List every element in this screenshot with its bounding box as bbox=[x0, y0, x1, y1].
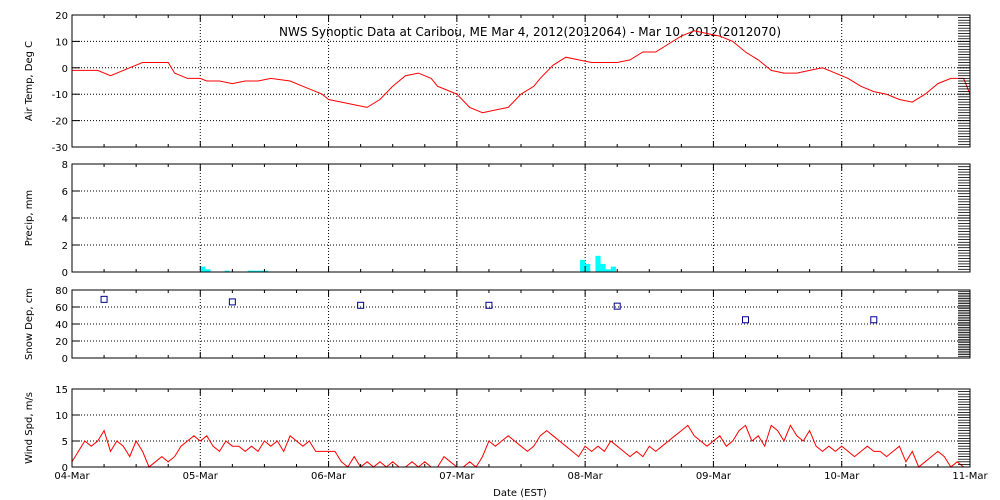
precip-ytick-label: 0 bbox=[62, 268, 68, 279]
air_temp-y-axis-label: Air Temp, Deg C bbox=[24, 41, 35, 121]
x-tick-label: 07-Mar bbox=[439, 471, 475, 482]
air_temp-ytick-label: 20 bbox=[55, 11, 68, 22]
precip-bar bbox=[580, 259, 586, 272]
air_temp-ytick-label: -30 bbox=[52, 143, 68, 154]
precip-bar bbox=[600, 263, 606, 272]
x-tick-label: 04-Mar bbox=[54, 471, 90, 482]
air_temp-series-line bbox=[72, 30, 971, 114]
wind_speed-y-axis-label: Wind Spd, m/s bbox=[24, 392, 35, 464]
x-tick-label: 05-Mar bbox=[183, 471, 219, 482]
x-tick-label: 11-Mar bbox=[952, 471, 988, 482]
precip-ytick-label: 4 bbox=[62, 214, 68, 225]
x-tick-label: 08-Mar bbox=[568, 471, 604, 482]
precip-bar bbox=[595, 255, 601, 272]
air_temp-ytick-label: -20 bbox=[52, 117, 68, 128]
chart-title: NWS Synoptic Data at Caribou, ME Mar 4, … bbox=[279, 25, 781, 39]
precip-bar bbox=[252, 270, 259, 272]
precip-bar bbox=[585, 263, 591, 272]
precip-ytick-label: 8 bbox=[62, 160, 68, 171]
snow_depth-frame bbox=[71, 289, 971, 359]
precip-ytick-label: 6 bbox=[62, 187, 68, 198]
wind_speed-ytick-label: 15 bbox=[55, 385, 68, 396]
snow_depth-point bbox=[100, 295, 108, 303]
x-tick-label: 10-Mar bbox=[824, 471, 860, 482]
wind_speed-series-line bbox=[71, 424, 970, 468]
precip-bar bbox=[224, 270, 230, 272]
precip-bar bbox=[247, 270, 253, 272]
precip-bar bbox=[605, 269, 611, 272]
wind_speed-ytick-label: 5 bbox=[62, 437, 68, 448]
snow_depth-ytick-label: 80 bbox=[55, 286, 68, 297]
snow_depth-point bbox=[485, 301, 493, 309]
wind_speed-frame bbox=[71, 388, 971, 468]
snow_depth-point bbox=[742, 316, 749, 324]
snow_depth-point bbox=[613, 302, 621, 310]
snow_depth-ytick-label: 60 bbox=[55, 303, 68, 314]
precip-y-axis-label: Precip, mm bbox=[24, 190, 35, 246]
precip-frame bbox=[71, 163, 971, 273]
precip-bar bbox=[263, 270, 269, 272]
precip-bar bbox=[610, 266, 616, 272]
x-tick-label: 09-Mar bbox=[696, 471, 732, 482]
wind_speed-ytick-label: 0 bbox=[62, 463, 68, 474]
air_temp-ytick-label: -10 bbox=[52, 90, 68, 101]
snow_depth-y-axis-label: Snow Dep, cm bbox=[24, 288, 35, 360]
air_temp-ytick-label: 10 bbox=[55, 37, 68, 48]
precip-bar bbox=[205, 269, 211, 272]
precip-ytick-label: 2 bbox=[62, 241, 68, 252]
precip-bar bbox=[258, 270, 264, 272]
snow_depth-point bbox=[357, 301, 365, 309]
snow_depth-ytick-label: 40 bbox=[55, 320, 68, 331]
air_temp-ytick-label: 0 bbox=[62, 64, 68, 75]
snow_depth-ytick-label: 0 bbox=[62, 354, 68, 365]
snow_depth-point bbox=[870, 316, 878, 324]
snow_depth-point bbox=[228, 298, 236, 306]
snow_depth-ytick-label: 20 bbox=[55, 337, 68, 348]
x-tick-label: 06-Mar bbox=[311, 471, 347, 482]
wind_speed-ytick-label: 10 bbox=[55, 411, 68, 422]
precip-bar bbox=[200, 266, 206, 272]
x-axis-label: Date (EST) bbox=[493, 488, 547, 499]
